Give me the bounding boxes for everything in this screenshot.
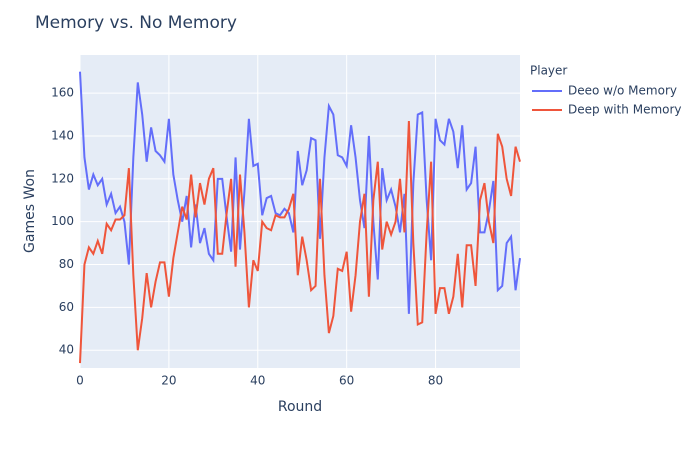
y-tick-label: 140: [51, 128, 74, 142]
y-axis-title: Games Won: [22, 169, 38, 253]
x-tick-label: 60: [339, 374, 354, 388]
y-tick-label: 120: [51, 171, 74, 185]
legend-title: Player: [530, 64, 567, 78]
x-tick-label: 40: [250, 374, 265, 388]
chart-title: Memory vs. No Memory: [35, 13, 237, 33]
y-tick-label: 40: [59, 343, 74, 357]
plot-area: [80, 55, 520, 368]
y-tick-label: 60: [59, 300, 74, 314]
legend-label: Deep with Memory: [568, 103, 682, 117]
x-tick-label: 20: [161, 374, 176, 388]
line-series: [79, 71, 521, 314]
line-series: [79, 120, 521, 364]
y-tick-label: 160: [51, 86, 74, 100]
y-tick-label: 80: [59, 257, 74, 271]
x-tick-label: 0: [76, 374, 84, 388]
x-axis-title: Round: [278, 399, 322, 415]
y-tick-label: 100: [51, 214, 74, 228]
legend-label: Deeo w/o Memory: [568, 84, 677, 98]
x-tick-label: 80: [428, 374, 443, 388]
